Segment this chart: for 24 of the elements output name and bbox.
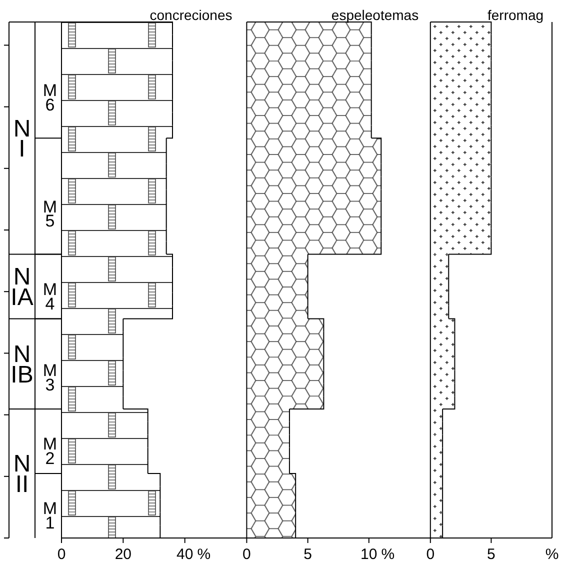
text: N IB	[10, 341, 34, 388]
text: M 1	[42, 499, 58, 533]
x-tick-label: 10	[360, 546, 378, 563]
x-tick-label: 20	[114, 546, 132, 563]
x-tick-label: 5	[304, 546, 312, 563]
x-axis-title: %	[381, 546, 395, 563]
chart-title: concreciones	[150, 7, 232, 23]
chart-title: espeleotemas	[331, 7, 419, 23]
x-tick-label: 40	[176, 546, 194, 563]
chart-title: ferromag	[488, 7, 544, 23]
text: M 4	[42, 280, 58, 314]
text: N II	[13, 450, 31, 498]
x-tick-label: 5	[487, 546, 496, 563]
text: M 5	[42, 197, 58, 231]
text: N IA	[10, 264, 34, 312]
text: M 2	[42, 434, 58, 468]
text: N I	[13, 115, 31, 163]
x-tick-label: 0	[426, 546, 435, 563]
x-axis-title: %	[545, 546, 559, 563]
x-tick-label: 0	[57, 546, 66, 563]
x-tick-label: 0	[242, 546, 251, 563]
text: M 6	[42, 81, 58, 115]
x-axis-title: %	[197, 546, 211, 563]
text: M 3	[42, 361, 58, 395]
